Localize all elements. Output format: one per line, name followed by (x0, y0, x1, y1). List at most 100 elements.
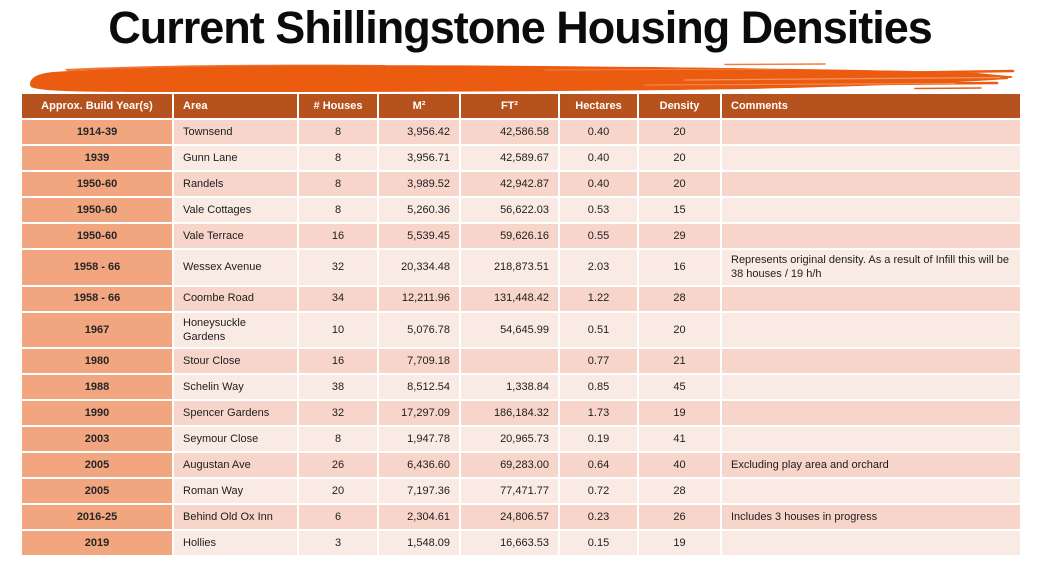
cell-year: 2016-25 (20, 503, 174, 532)
cell-density: 28 (637, 284, 722, 313)
cell-density: 19 (637, 529, 722, 558)
column-header-hectares: Hectares (558, 92, 639, 120)
cell-m2: 7,709.18 (377, 347, 461, 376)
cell-area: Vale Terrace (172, 222, 299, 250)
table-row: 1914-39 Townsend 8 3,956.42 42,586.58 0.40 20 (20, 118, 1022, 146)
cell-comments (720, 373, 1022, 402)
column-header-area: Area (172, 92, 299, 120)
cell-m2: 1,947.78 (377, 425, 461, 454)
cell-ft2: 42,589.67 (459, 144, 560, 172)
housing-density-table: Approx. Build Year(s) Area # Houses M² FT² He… (20, 92, 1022, 558)
cell-ft2: 59,626.16 (459, 222, 560, 250)
cell-year: 1950-60 (20, 196, 174, 224)
cell-year: 1950-60 (20, 170, 174, 198)
cell-hectares: 1.73 (558, 399, 639, 428)
cell-m2: 6,436.60 (377, 451, 461, 480)
table-row: 1967 Honeysuckle Gardens 10 5,076.78 54,645.… (20, 310, 1022, 350)
cell-houses: 26 (297, 451, 379, 480)
cell-density: 41 (637, 425, 722, 454)
cell-density: 20 (637, 144, 722, 172)
brush-stroke-underline (30, 63, 1015, 92)
cell-ft2: 131,448.42 (459, 284, 560, 313)
cell-density: 16 (637, 248, 722, 287)
cell-hectares: 0.40 (558, 170, 639, 198)
table-header: Approx. Build Year(s) Area # Houses M² FT² He… (20, 92, 1022, 120)
cell-year: 1988 (20, 373, 174, 402)
page-title: Current Shillingstone Housing Densities (108, 2, 933, 53)
cell-houses: 8 (297, 144, 379, 172)
cell-hectares: 0.51 (558, 310, 639, 350)
table-row: 2003 Seymour Close 8 1,947.78 20,965.73 0.19 4… (20, 425, 1022, 454)
cell-houses: 34 (297, 284, 379, 313)
cell-houses: 16 (297, 222, 379, 250)
cell-density: 20 (637, 310, 722, 350)
cell-area: Coombe Road (172, 284, 299, 313)
table-row: 2005 Augustan Ave 26 6,436.60 69,283.00 0.64 4… (20, 451, 1022, 480)
table-row: 1990 Spencer Gardens 32 17,297.09 186,184.32… (20, 399, 1022, 428)
column-header-density: Density (637, 92, 722, 120)
cell-comments (720, 118, 1022, 146)
table-container: Approx. Build Year(s) Area # Houses M² FT² He… (20, 92, 1022, 558)
cell-m2: 7,197.36 (377, 477, 461, 506)
cell-comments (720, 477, 1022, 506)
cell-m2: 12,211.96 (377, 284, 461, 313)
cell-area: Randels (172, 170, 299, 198)
cell-hectares: 0.19 (558, 425, 639, 454)
cell-hectares: 0.64 (558, 451, 639, 480)
cell-year: 1958 - 66 (20, 284, 174, 313)
cell-houses: 32 (297, 399, 379, 428)
cell-ft2: 77,471.77 (459, 477, 560, 506)
cell-year: 1950-60 (20, 222, 174, 250)
cell-ft2: 24,806.57 (459, 503, 560, 532)
cell-houses: 10 (297, 310, 379, 350)
column-header-ft2: FT² (459, 92, 560, 120)
cell-comments (720, 529, 1022, 558)
table-row: 1958 - 66 Wessex Avenue 32 20,334.48 218,873… (20, 248, 1022, 287)
table-row: 2005 Roman Way 20 7,197.36 77,471.77 0.72 28 (20, 477, 1022, 506)
cell-m2: 8,512.54 (377, 373, 461, 402)
cell-m2: 3,956.42 (377, 118, 461, 146)
cell-ft2: 186,184.32 (459, 399, 560, 428)
cell-density: 20 (637, 118, 722, 146)
cell-area: Spencer Gardens (172, 399, 299, 428)
cell-ft2 (459, 347, 560, 376)
cell-year: 2019 (20, 529, 174, 558)
cell-ft2: 16,663.53 (459, 529, 560, 558)
cell-comments: Excluding play area and orchard (720, 451, 1022, 480)
cell-m2: 20,334.48 (377, 248, 461, 287)
cell-area: Behind Old Ox Inn (172, 503, 299, 532)
table-row: 1939 Gunn Lane 8 3,956.71 42,589.67 0.40 20 (20, 144, 1022, 172)
cell-houses: 32 (297, 248, 379, 287)
cell-year: 1990 (20, 399, 174, 428)
cell-hectares: 0.53 (558, 196, 639, 224)
cell-houses: 3 (297, 529, 379, 558)
cell-comments (720, 284, 1022, 313)
cell-hectares: 0.15 (558, 529, 639, 558)
cell-year: 1914-39 (20, 118, 174, 146)
cell-area: Townsend (172, 118, 299, 146)
column-header-houses: # Houses (297, 92, 379, 120)
cell-comments (720, 144, 1022, 172)
cell-ft2: 54,645.99 (459, 310, 560, 350)
cell-area: Augustan Ave (172, 451, 299, 480)
cell-comments (720, 425, 1022, 454)
cell-comments (720, 196, 1022, 224)
cell-density: 45 (637, 373, 722, 402)
cell-m2: 3,989.52 (377, 170, 461, 198)
cell-m2: 5,539.45 (377, 222, 461, 250)
cell-ft2: 56,622.03 (459, 196, 560, 224)
cell-hectares: 2.03 (558, 248, 639, 287)
table-row: 2019 Hollies 3 1,548.09 16,663.53 0.15 19 (20, 529, 1022, 558)
cell-area: Stour Close (172, 347, 299, 376)
cell-hectares: 0.40 (558, 118, 639, 146)
cell-hectares: 0.40 (558, 144, 639, 172)
cell-year: 1939 (20, 144, 174, 172)
cell-density: 40 (637, 451, 722, 480)
cell-year: 2005 (20, 477, 174, 506)
table-row: 1958 - 66 Coombe Road 34 12,211.96 131,448.4… (20, 284, 1022, 313)
table-row: 1988 Schelin Way 38 8,512.54 1,338.84 0.85 45 (20, 373, 1022, 402)
cell-year: 2005 (20, 451, 174, 480)
cell-area: Gunn Lane (172, 144, 299, 172)
cell-ft2: 42,586.58 (459, 118, 560, 146)
